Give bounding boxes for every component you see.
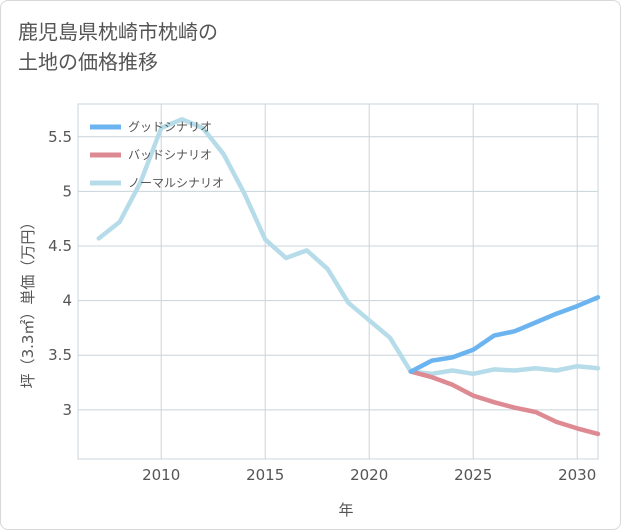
chart-title: 鹿児島県枕崎市枕崎の 土地の価格推移 [18, 20, 218, 74]
y-tick-label: 4 [62, 292, 72, 310]
legend-label: ノーマルシナリオ [128, 176, 224, 190]
y-tick-label: 3.5 [48, 346, 72, 364]
x-axis-label: 年 [338, 501, 353, 519]
series-line-2 [96, 117, 601, 377]
y-tick-label: 5.5 [48, 128, 72, 146]
y-tick-label: 4.5 [48, 237, 72, 255]
x-tick-label: 2020 [350, 466, 388, 484]
legend-label: バッドシナリオ [128, 148, 212, 162]
x-tick-label: 2030 [558, 466, 596, 484]
series-line-0 [408, 295, 601, 374]
x-tick-label: 2010 [142, 466, 180, 484]
y-tick-label: 3 [62, 401, 72, 419]
series-line-1 [408, 369, 601, 437]
y-tick-label: 5 [62, 182, 72, 200]
y-axis-label: 坪（3.3㎡）単価（万円） [19, 215, 37, 389]
legend-label: グッドシナリオ [128, 120, 212, 134]
x-tick-label: 2025 [454, 466, 492, 484]
x-tick-label: 2015 [246, 466, 284, 484]
plot-area [77, 103, 599, 460]
